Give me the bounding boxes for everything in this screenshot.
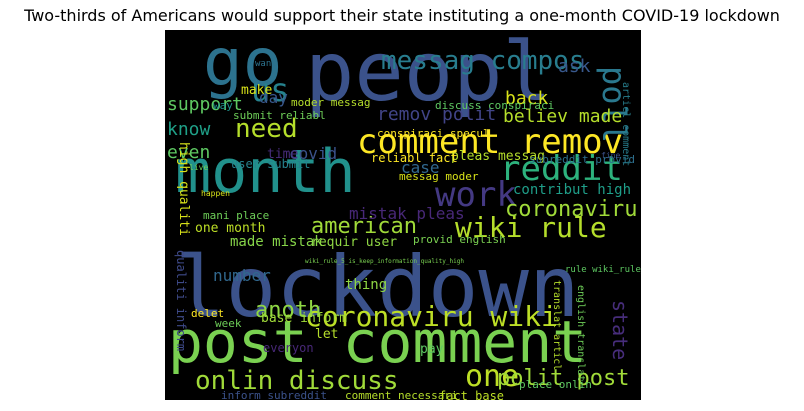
cloud-word: lockdown xyxy=(175,238,580,336)
cloud-word: translat articl xyxy=(551,280,562,371)
cloud-word: messag moder xyxy=(399,170,479,183)
cloud-word: contribut high xyxy=(513,182,632,198)
cloud-word: coronaviru xyxy=(505,197,638,222)
cloud-word: provid english xyxy=(413,233,506,246)
cloud-word: reddit xyxy=(500,149,623,189)
cloud-word: peopl xyxy=(305,30,552,120)
cloud-word: conspiraci specul xyxy=(377,127,490,140)
cloud-word: comment necessari xyxy=(345,389,458,400)
cloud-word: delet xyxy=(191,307,225,320)
cloud-word: day xyxy=(259,88,288,107)
cloud-word: need xyxy=(235,114,298,144)
cloud-word: user submit xyxy=(231,157,311,171)
cloud-word: coronaviru wiki xyxy=(305,300,558,333)
cloud-word: pay xyxy=(420,342,444,357)
cloud-word: subreddit provid xyxy=(529,153,635,166)
cloud-word: english translat xyxy=(575,285,586,382)
cloud-word: wiki rule xyxy=(455,211,607,244)
cloud-word: mani place xyxy=(203,209,270,222)
cloud-word: fine xyxy=(601,151,621,160)
cloud-word: high qualiti xyxy=(176,142,191,236)
cloud-word: let xyxy=(315,327,339,342)
cloud-word: support xyxy=(167,94,243,115)
cloud-word: qualiti inform xyxy=(174,250,188,352)
cloud-word: requir user xyxy=(311,235,398,250)
cloud-word: base inform xyxy=(261,311,348,326)
cloud-word: one xyxy=(465,359,520,394)
cloud-word: thing xyxy=(345,277,388,293)
cloud-word: pleas messag xyxy=(451,149,545,164)
cloud-word: polit post xyxy=(497,366,630,391)
cloud-word: wiki_rule_5_is_keep_information_quality_… xyxy=(305,258,464,265)
cloud-word: live xyxy=(189,163,209,172)
cloud-word: one month xyxy=(195,221,266,236)
cloud-word: want xyxy=(255,59,277,69)
cloud-word: time xyxy=(267,147,299,162)
cloud-word: go xyxy=(203,30,283,101)
cloud-word: made mistak xyxy=(230,234,323,250)
cloud-word: mistak pleas xyxy=(349,204,465,223)
cloud-word: fact base xyxy=(439,389,505,400)
cloud-word: reliabl fact xyxy=(371,151,458,165)
cloud-word: state xyxy=(608,300,632,361)
cloud-word: messag compos xyxy=(381,46,585,76)
cloud-word: comment remov xyxy=(357,122,624,162)
cloud-word: case xyxy=(401,158,440,177)
word-cloud: peopl lockdown month post comment go comment … xyxy=(165,30,641,400)
cloud-word: post comment xyxy=(168,308,588,376)
cloud-word: anoth xyxy=(255,298,322,323)
cloud-word: week xyxy=(215,317,242,330)
cloud-word: number xyxy=(213,266,271,285)
cloud-word: covid xyxy=(289,144,338,163)
cloud-word: place onlin xyxy=(519,378,592,391)
cloud-word: american xyxy=(311,214,417,239)
cloud-word: remov polit xyxy=(377,104,497,125)
cloud-word: work xyxy=(435,175,517,215)
cloud-word: us xyxy=(251,71,290,109)
cloud-word: inform subreddit xyxy=(221,389,327,400)
cloud-word: articl comment xyxy=(620,82,631,167)
cloud-word: know xyxy=(167,119,211,140)
cloud-word: discuss conspiraci xyxy=(435,99,555,112)
cloud-word: month xyxy=(175,137,356,207)
cloud-word: even xyxy=(167,142,211,163)
cloud-word: everyon xyxy=(263,341,314,355)
cloud-word: moder messag xyxy=(291,96,371,109)
cloud-word: submit reliabl xyxy=(233,109,326,122)
chart-title: Two-thirds of Americans would support th… xyxy=(24,6,780,25)
cloud-word: make xyxy=(241,83,273,98)
cloud-word: rule wiki_rule_5 xyxy=(565,265,641,275)
cloud-word: onlin discuss xyxy=(195,366,399,396)
cloud-word: way xyxy=(213,99,233,112)
cloud-word: back xyxy=(505,88,549,109)
cloud-word: happen xyxy=(201,189,230,198)
cloud-word: believ made xyxy=(503,106,623,127)
cloud-word: ask xyxy=(558,56,591,77)
